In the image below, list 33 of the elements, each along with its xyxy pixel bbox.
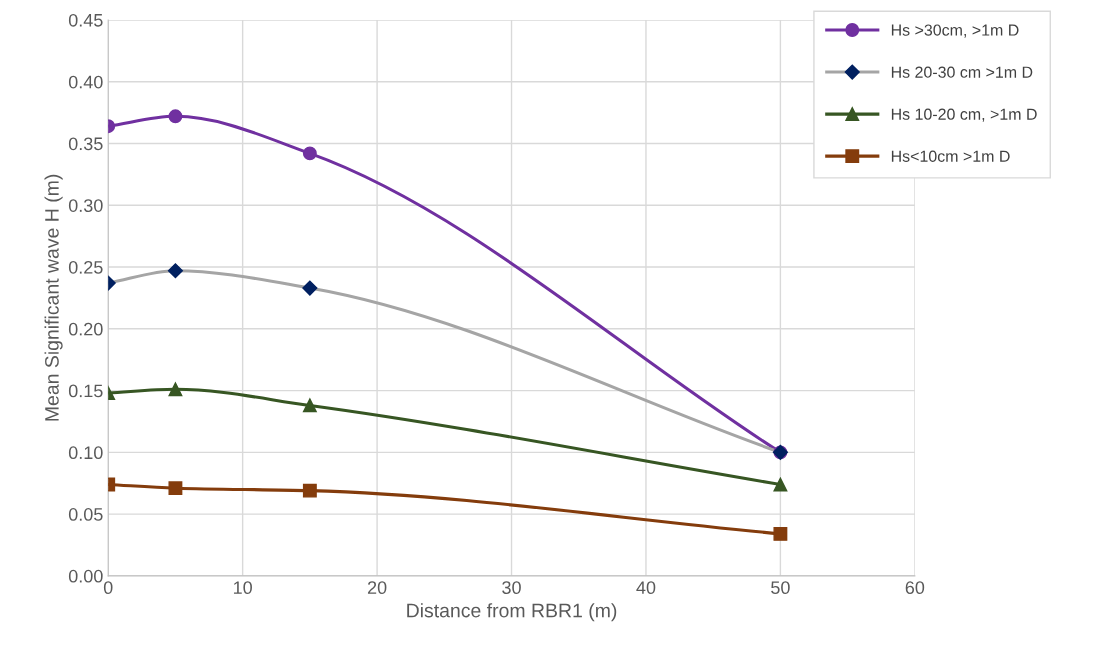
x-tick-label: 10 xyxy=(233,581,252,595)
point xyxy=(168,481,183,496)
x-tick-label: 40 xyxy=(636,581,656,595)
y-axis-title: Mean Significant wave H (m) xyxy=(44,174,63,421)
x-tick-label: 30 xyxy=(502,581,521,595)
y-tick-label: 0.35 xyxy=(68,137,103,151)
x-tick-label: 0 xyxy=(103,581,113,595)
point xyxy=(302,483,317,498)
y-tick-label: 0.30 xyxy=(68,199,103,212)
legend-label: Hs<10cm >1m D xyxy=(891,150,1010,162)
point xyxy=(302,146,317,161)
point xyxy=(168,109,183,124)
y-tick-label: 0.20 xyxy=(68,322,103,336)
x-tick-label: 60 xyxy=(905,581,925,595)
y-tick-label: 0.45 xyxy=(68,13,103,27)
x-tick-label: 50 xyxy=(771,581,790,595)
y-tick-label: 0.25 xyxy=(68,260,103,274)
x-axis-title: Distance from RBR1 (m) xyxy=(407,603,617,622)
legend-label: Hs >30cm, >1m D xyxy=(891,24,1019,38)
point xyxy=(168,382,183,397)
legend-label: Hs 20-30 cm >1m D xyxy=(891,66,1033,78)
point xyxy=(302,280,318,296)
legend-label: Hs 10-20 cm, >1m D xyxy=(891,108,1037,122)
y-tick-label: 0.00 xyxy=(68,569,103,583)
y-tick-label: 0.10 xyxy=(68,446,103,460)
point xyxy=(302,398,317,413)
y-tick-label: 0.40 xyxy=(68,75,103,89)
point xyxy=(773,477,788,492)
point xyxy=(167,263,183,279)
y-tick-label: 0.15 xyxy=(68,384,103,398)
y-tick-label: 0.05 xyxy=(68,508,103,521)
x-tick-label: 20 xyxy=(367,581,387,595)
point xyxy=(773,526,788,541)
